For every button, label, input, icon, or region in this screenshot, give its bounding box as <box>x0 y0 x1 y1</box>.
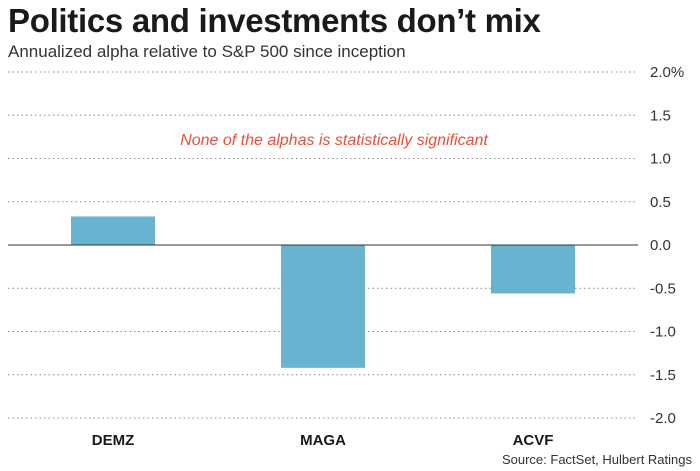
y-tick-label: -1.0 <box>650 324 676 341</box>
annotation-text: None of the alphas is statistically sign… <box>180 132 488 149</box>
y-tick-label: 1.5 <box>650 107 671 124</box>
x-category-label: MAGA <box>300 432 346 449</box>
y-tick-label: 2.0% <box>650 64 684 81</box>
y-tick-label: -0.5 <box>650 280 676 297</box>
y-axis-tick-labels: 2.0% 1.5 1.0 0.5 0.0 -0.5 -1.0 -1.5 -2.0 <box>650 64 684 427</box>
source-note: Source: FactSet, Hulbert Ratings <box>501 452 692 467</box>
chart-title: Politics and investments don’t mix <box>8 2 541 39</box>
y-tick-label: -1.5 <box>650 367 676 384</box>
bars <box>71 216 575 368</box>
chart-subtitle: Annualized alpha relative to S&P 500 sin… <box>8 42 406 61</box>
x-category-label: DEMZ <box>92 432 135 449</box>
y-tick-label: 0.0 <box>650 237 671 254</box>
x-axis-category-labels: DEMZ MAGA ACVF <box>92 432 554 449</box>
y-tick-label: 0.5 <box>650 194 671 211</box>
x-category-label: ACVF <box>513 432 554 449</box>
bar-maga <box>281 245 365 368</box>
bar-demz <box>71 216 155 245</box>
y-tick-label: 1.0 <box>650 151 671 168</box>
y-tick-label: -2.0 <box>650 410 676 427</box>
bar-acvf <box>491 245 575 294</box>
